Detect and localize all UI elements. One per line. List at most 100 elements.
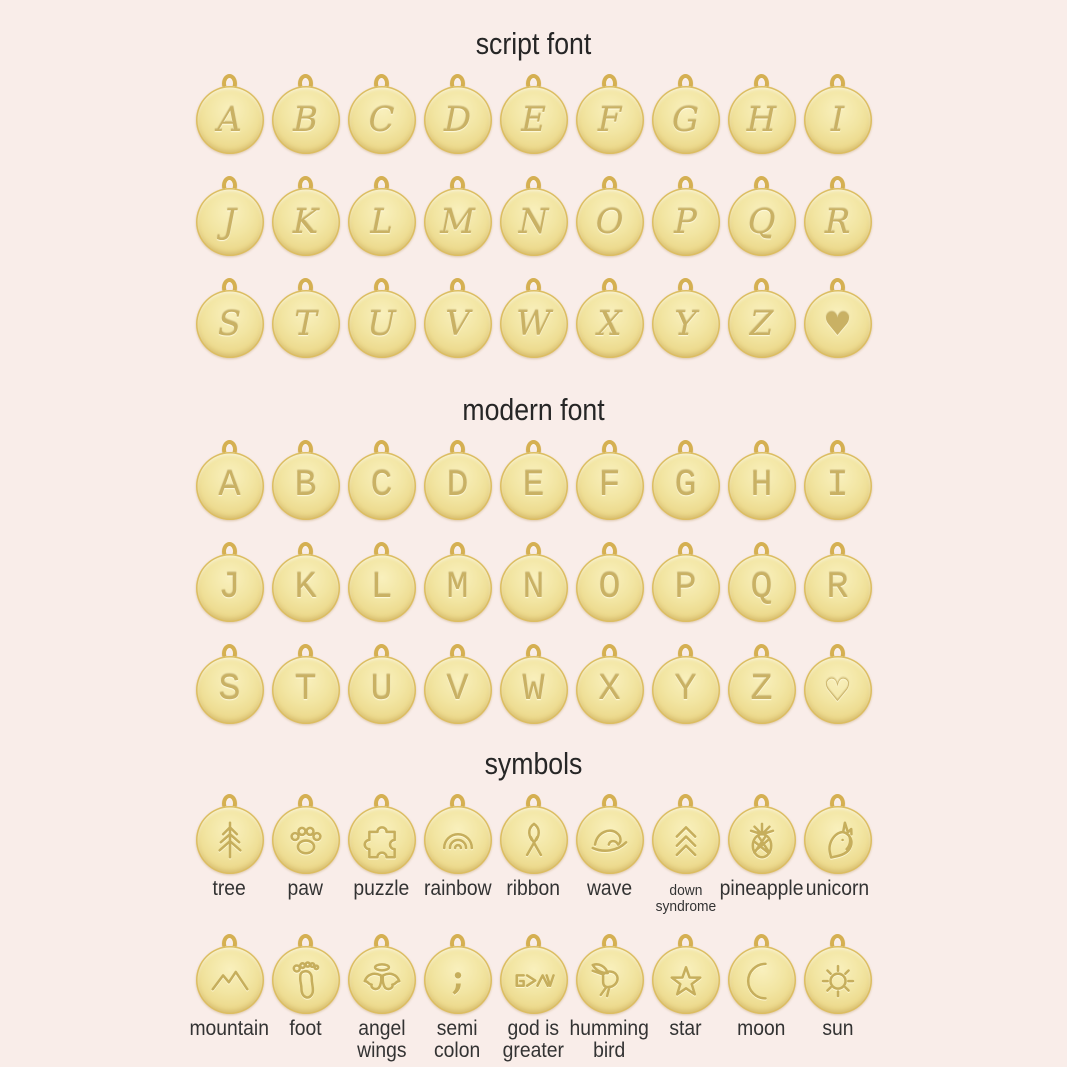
charm-modern-u: U (344, 644, 420, 724)
engraved-letter: C (370, 465, 393, 507)
charm-modern-f: F (572, 440, 648, 520)
engraved-letter: Z (749, 304, 774, 344)
gold-disc (271, 806, 340, 874)
wave-icon (590, 829, 627, 852)
gold-disc: M (423, 554, 492, 622)
gold-disc: P (651, 554, 720, 622)
puzzle-icon (363, 826, 396, 859)
engraved-letter: Z (750, 669, 773, 711)
gold-disc: B (271, 452, 340, 520)
charm-modern-q: Q (724, 542, 800, 622)
symbol-label: puzzle (353, 877, 410, 900)
symbol-label: god is greater (502, 1017, 565, 1062)
gold-disc: B (271, 86, 340, 154)
god-is-greater-icon (514, 974, 555, 988)
charm-symbol-down-syndrome: down syndrome (648, 794, 724, 924)
gold-disc (651, 806, 720, 874)
gold-disc (651, 946, 720, 1014)
engraved-letter: W (522, 669, 545, 711)
engraved-letter: H (750, 465, 773, 507)
charm-script-e: E (496, 74, 572, 154)
symbol-label: ribbon (506, 877, 561, 900)
foot-icon (292, 961, 319, 999)
gold-disc (271, 946, 340, 1014)
charm-script-j: J (192, 176, 268, 256)
charm-modern-a: A (192, 440, 268, 520)
charm-script-l: L (344, 176, 420, 256)
charm-modern-s: S (192, 644, 268, 724)
gold-disc: N (499, 554, 568, 622)
gold-disc: O (575, 554, 644, 622)
engraved-letter: I (830, 100, 845, 140)
charm-modern-t: T (268, 644, 344, 724)
charm-modern-m: M (420, 542, 496, 622)
charm-symbol-rainbow: rainbow (420, 794, 496, 924)
charm-symbol-star: star (648, 934, 724, 1064)
charm-script-n: N (496, 176, 572, 256)
engraved-letter: Y (674, 304, 697, 344)
engraved-letter: N (518, 202, 549, 242)
charm-modern-b: B (268, 440, 344, 520)
modern-font-title: modern font (462, 392, 605, 427)
symbol-label: pineapple (719, 877, 804, 900)
engraved-letter: R (826, 567, 849, 609)
charm-modern-e: E (496, 440, 572, 520)
engraved-letter: K (294, 567, 317, 609)
symbols-title: symbols (484, 746, 583, 781)
gold-disc: S (195, 290, 264, 358)
charm-script-r: R (800, 176, 876, 256)
charm-script-c: C (344, 74, 420, 154)
charm-script-heart: ♥ (800, 278, 876, 358)
gold-disc: A (195, 86, 264, 154)
charm-modern-n: N (496, 542, 572, 622)
engraved-letter: V (445, 304, 470, 344)
engraved-letter: K (292, 202, 319, 242)
gold-disc: E (499, 86, 568, 154)
charm-script-u: U (344, 278, 420, 358)
gold-disc: R (803, 554, 872, 622)
charm-symbol-sun: sun (800, 934, 876, 1064)
charm-modern-w: W (496, 644, 572, 724)
gold-disc: Z (727, 656, 796, 724)
charm-symbol-ribbon: ribbon (496, 794, 572, 924)
symbol-row: mountain foot angel wings; semi colon god is… (189, 934, 876, 1064)
gold-disc (575, 946, 644, 1014)
engraved-letter: Q (750, 567, 773, 609)
symbol-label: mountain (189, 1017, 270, 1040)
gold-disc: ♥ (803, 290, 872, 358)
charm-modern-o: O (572, 542, 648, 622)
charm-script-g: G (648, 74, 724, 154)
charm-modern-c: C (344, 440, 420, 520)
symbol-label: moon (737, 1017, 786, 1040)
gold-disc: S (195, 656, 264, 724)
engraved-letter: D (446, 465, 469, 507)
angel-wings-icon (362, 963, 401, 991)
engraved-letter: G (671, 100, 700, 140)
gold-disc: E (499, 452, 568, 520)
gold-disc: P (651, 188, 720, 256)
symbol-label: tree (212, 877, 247, 900)
charm-script-z: Z (724, 278, 800, 358)
script-charm-rows: A B C D E F G H I J K L M N O P Q R S T U V W X Y Z ♥ (0, 74, 1067, 358)
charm-script-x: X (572, 278, 648, 358)
engraved-letter: G (674, 465, 697, 507)
script-letter-row: A B C D E F G H I (192, 74, 876, 154)
symbol-label: paw (287, 877, 324, 900)
modern-charm-rows: A B C D E F G H I J K L M N O P Q R S T U V W X Y Z ♡ (0, 440, 1067, 724)
gold-disc: Y (651, 656, 720, 724)
gold-disc: Y (651, 290, 720, 358)
charm-script-h: H (724, 74, 800, 154)
engraved-letter: O (595, 202, 624, 242)
engraved-letter: M (440, 202, 475, 242)
gold-disc: J (195, 188, 264, 256)
charm-script-f: F (572, 74, 648, 154)
gold-disc: H (727, 452, 796, 520)
charm-symbol-tree: tree (192, 794, 268, 924)
gold-disc: D (423, 452, 492, 520)
engraved-letter: V (446, 669, 469, 711)
charm-symbol-paw: paw (268, 794, 344, 924)
gold-disc: K (271, 188, 340, 256)
symbol-label: unicorn (805, 877, 870, 900)
star-icon (670, 966, 701, 996)
tree-icon (217, 821, 242, 859)
